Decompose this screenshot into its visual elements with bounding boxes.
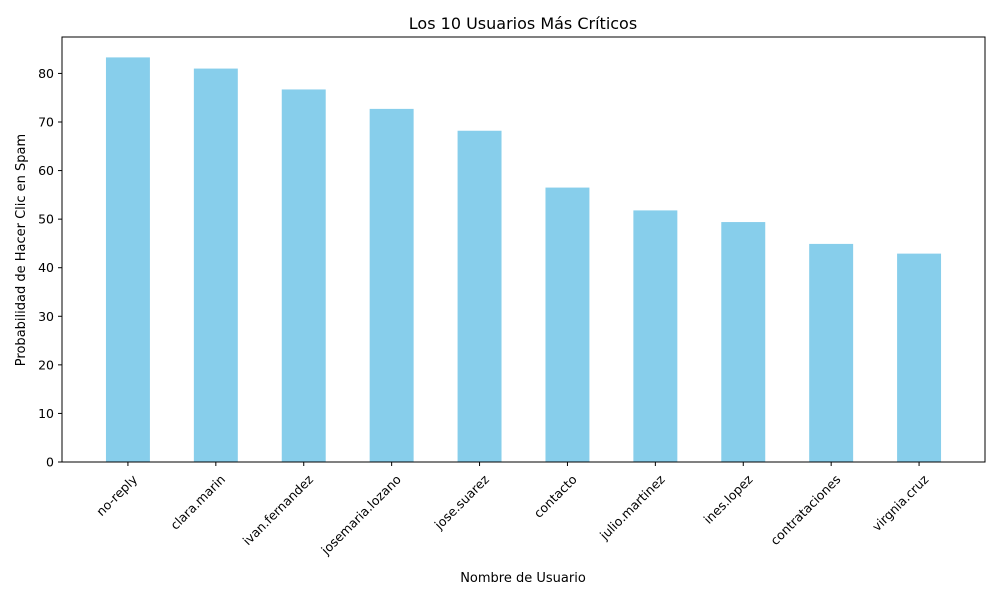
y-tick-label: 20: [38, 357, 54, 372]
y-tick-label: 30: [38, 309, 54, 324]
y-tick-label: 40: [38, 260, 54, 275]
y-tick-label: 60: [38, 163, 54, 178]
bars-layer: [105, 57, 942, 463]
plot-frame: [61, 36, 986, 463]
y-axis-label: Probabilidad de Hacer Clic en Spam: [14, 134, 29, 366]
y-tick-label: 70: [38, 115, 54, 130]
bar-ivan.fernandez: [281, 89, 326, 462]
x-tick-label: ivan.fernandez: [240, 471, 317, 548]
x-tick-label: clara.marin: [167, 472, 228, 533]
x-tick-label: contacto: [531, 472, 580, 521]
bar-julio.martinez: [633, 210, 678, 462]
y-axis: 0 10 20 30 40 50 60 70 80: [38, 66, 62, 470]
x-tick-label: ines.lopez: [700, 471, 755, 526]
x-tick-label: jose.suarez: [431, 471, 492, 532]
bar-josemaria.lozano: [369, 108, 414, 462]
x-axis-label: Nombre de Usuario: [460, 571, 586, 586]
bar-jose.suarez: [457, 130, 502, 462]
y-tick-label: 50: [38, 212, 54, 227]
bar-contacto: [545, 187, 590, 463]
bar-ines.lopez: [721, 222, 766, 462]
y-tick-label: 10: [38, 406, 54, 421]
x-tick-label: julio.martinez: [596, 471, 668, 543]
chart-title: Los 10 Usuarios Más Críticos: [409, 14, 637, 33]
x-tick-label: virgnia.cruz: [869, 471, 932, 534]
x-tick-label: no-reply: [93, 471, 141, 519]
bar-virgnia.cruz: [897, 253, 942, 462]
y-tick-label: 0: [46, 455, 54, 470]
x-tick-label: josemaria.lozano: [317, 472, 403, 558]
bar-no-reply: [105, 57, 150, 463]
bar-clara.marin: [193, 68, 238, 463]
x-axis: no-reply clara.marin ivan.fernandez josemar…: [93, 462, 932, 558]
y-tick-label: 80: [38, 66, 54, 81]
x-tick-label: contrataciones: [767, 472, 843, 548]
bar-contrataciones: [809, 243, 854, 462]
